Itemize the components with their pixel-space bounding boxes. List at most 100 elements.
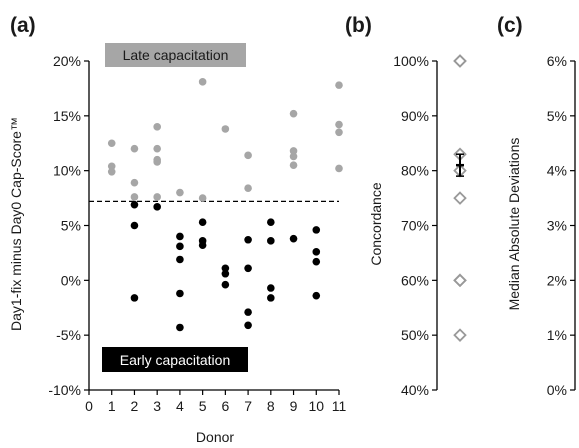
data-point — [176, 255, 184, 264]
data-point — [176, 232, 184, 241]
y-tick-label: 50% — [401, 327, 429, 343]
late-capacitation-box — [105, 43, 246, 67]
data-point — [267, 237, 275, 245]
panel-a-points — [107, 78, 343, 332]
data-point — [244, 321, 252, 330]
data-point — [244, 184, 252, 193]
data-point — [153, 158, 161, 166]
concordance-point — [453, 273, 467, 288]
data-point — [221, 125, 230, 133]
x-tick-label: 5 — [199, 398, 207, 414]
data-point — [312, 248, 321, 256]
panel-c-label: (c) — [497, 14, 523, 37]
data-point — [312, 291, 321, 300]
data-point — [335, 128, 343, 137]
data-point — [198, 78, 207, 86]
y-tick-label: 90% — [401, 108, 429, 124]
y-tick-label: 15% — [53, 108, 81, 124]
data-point — [289, 152, 298, 161]
data-point — [153, 123, 161, 131]
x-tick-label: 0 — [85, 398, 93, 414]
concordance-point — [453, 328, 467, 342]
data-point — [221, 264, 230, 273]
data-point — [130, 221, 139, 230]
data-point — [107, 167, 116, 176]
panel-b-axes: 40% 50% 60% 70% 80% 90% 100% — [393, 53, 438, 398]
mad-axis-title: Median Absolute Deviations — [506, 138, 522, 311]
x-tick-label: 2 — [131, 398, 139, 414]
y-tick-label: 40% — [401, 382, 429, 398]
y-tick-label: 100% — [393, 53, 429, 69]
data-point — [267, 218, 275, 227]
data-point — [221, 280, 230, 289]
data-point — [221, 269, 230, 278]
y-tick-label: 0% — [61, 272, 81, 288]
data-point — [289, 109, 298, 118]
data-point — [176, 289, 184, 298]
data-point — [107, 139, 116, 148]
y-tick-label: -5% — [56, 327, 81, 343]
data-point — [107, 162, 116, 171]
y-tick-label: 80% — [401, 163, 429, 179]
data-point — [244, 151, 252, 160]
x-tick-label: 1 — [108, 398, 116, 414]
y-tick-label: 0% — [547, 382, 567, 398]
data-point — [176, 188, 184, 197]
y-tick-label: 60% — [401, 272, 429, 288]
data-point — [335, 164, 343, 173]
data-point — [289, 161, 298, 169]
y-tick-label: 5% — [61, 218, 81, 234]
data-point — [176, 323, 184, 332]
early-capacitation-box — [102, 347, 248, 372]
x-tick-label: 3 — [153, 398, 161, 414]
panel-c-axes: 0% 1% 2% 3% 4% 5% 6% — [547, 53, 576, 398]
concordance-point — [453, 191, 467, 205]
data-point — [130, 144, 139, 153]
x-tick-label: 7 — [244, 398, 252, 414]
panel-c: (c) 0% 1% 2% 3% 4% 5% 6% Median Absolute Devia… — [497, 14, 576, 398]
data-point — [153, 144, 161, 153]
data-point — [130, 178, 139, 187]
concordance-point — [453, 273, 467, 288]
data-point — [153, 203, 161, 211]
x-tick-label: 11 — [332, 398, 347, 414]
y-tick-label: 5% — [547, 108, 567, 124]
y-tick-label: -10% — [48, 382, 81, 398]
y-tick-label: 1% — [547, 327, 567, 343]
y-axis-title: Day1-fix minus Day0 Cap-Score™ — [8, 117, 24, 331]
x-tick-label: 8 — [267, 398, 275, 414]
y-tick-label: 2% — [547, 272, 567, 288]
x-axis-title: Donor — [196, 429, 234, 445]
y-tick-label: 4% — [547, 163, 567, 179]
data-point — [130, 193, 139, 201]
data-point — [267, 294, 275, 302]
data-point — [335, 120, 343, 129]
data-point — [244, 235, 252, 244]
y-tick-label: 70% — [401, 218, 429, 234]
panel-b: (b) 40% 50% 60% 70% 80% 90% 100% Concordance — [345, 14, 467, 398]
data-point — [130, 294, 139, 302]
y-tick-label: 20% — [53, 53, 81, 69]
data-point — [289, 147, 298, 155]
data-point — [198, 218, 207, 227]
data-point — [198, 241, 207, 250]
data-point — [153, 193, 161, 201]
x-tick-label: 6 — [221, 398, 229, 414]
data-point — [244, 308, 252, 316]
panel-a-label: (a) — [10, 14, 36, 37]
data-point — [244, 264, 252, 273]
data-point — [335, 81, 343, 89]
y-tick-label: 3% — [547, 218, 567, 234]
panel-b-label: (b) — [345, 14, 372, 37]
x-tick-label: 4 — [176, 398, 184, 414]
data-point — [312, 257, 321, 266]
data-point — [176, 242, 184, 251]
concordance-axis-title: Concordance — [368, 182, 384, 265]
early-capacitation-label: Early capacitation — [120, 352, 231, 368]
data-point — [198, 194, 207, 202]
y-tick-label: 6% — [547, 53, 567, 69]
data-point — [267, 284, 275, 292]
data-point — [312, 226, 321, 234]
x-tick-label: 10 — [308, 398, 324, 414]
